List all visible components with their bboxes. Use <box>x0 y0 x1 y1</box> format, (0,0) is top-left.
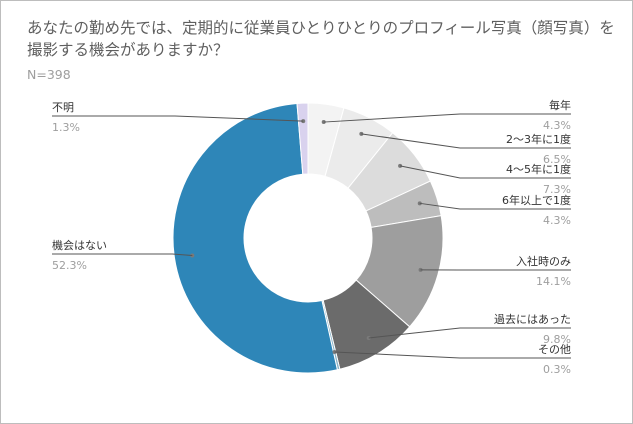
slice-value: 4.3% <box>543 119 571 132</box>
leader-line <box>52 253 193 257</box>
leader-line <box>334 351 571 359</box>
slice-label: 6年以上で1度 <box>502 193 571 207</box>
slice-value: 14.1% <box>536 275 571 288</box>
slice-value: 7.3% <box>543 183 571 196</box>
leader-line <box>52 115 304 122</box>
leader-line <box>368 327 571 339</box>
slice-label: 不明 <box>52 101 74 114</box>
slice-value: 52.3% <box>52 259 87 272</box>
slice-value: 9.8% <box>543 333 571 346</box>
slice-label: その他 <box>538 343 571 356</box>
leader-line <box>323 113 571 123</box>
slice-labels: 毎年4.3%2〜3年に1度6.5%4〜5年に1度7.3%6年以上で1度4.3%入… <box>52 98 571 376</box>
slice-value: 4.3% <box>543 214 571 227</box>
donut-slices <box>172 102 444 374</box>
slice-label: 4〜5年に1度 <box>506 162 571 176</box>
leader-line <box>419 202 571 210</box>
slice-value: 0.3% <box>543 363 571 376</box>
sample-size: N=398 <box>27 67 71 82</box>
leader-line <box>399 165 571 179</box>
slice-label: 過去にはあった <box>494 313 571 326</box>
slice-label: 2〜3年に1度 <box>506 132 571 146</box>
slice-label: 機会はない <box>52 238 107 252</box>
slice-label: 入社時のみ <box>516 254 571 268</box>
chart-title: あなたの勤め先では、定期的に従業員ひとりひとりのプロフィール写真（顔写真）を撮影… <box>27 19 615 59</box>
slice-value: 6.5% <box>543 153 571 166</box>
slice-8 <box>172 102 338 374</box>
leader-line <box>361 133 571 149</box>
slice-value: 1.3% <box>52 121 80 134</box>
slice-label: 毎年 <box>549 98 571 112</box>
